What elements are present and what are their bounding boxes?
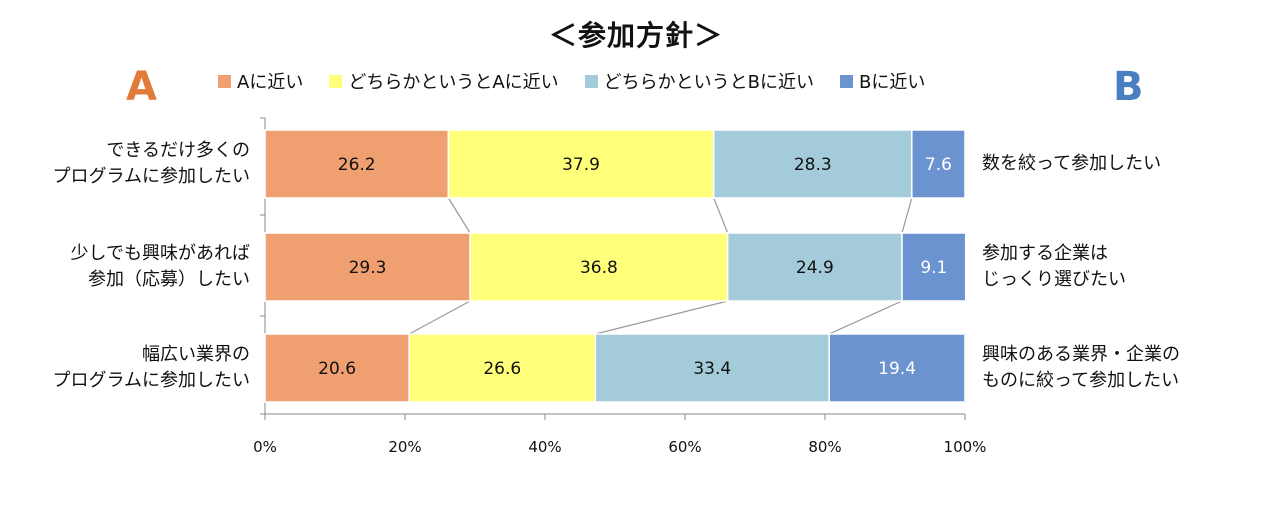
legend-swatch [840, 74, 853, 88]
legend-item: どちらかというとBに近い [584, 68, 814, 94]
data-label: 20.6 [318, 359, 356, 379]
row-label-line: ものに絞って参加したい [982, 370, 1180, 391]
connector-line [447, 197, 471, 234]
legend-label: どちらかというとAに近い [348, 72, 559, 93]
x-tick-label: 20% [388, 438, 421, 456]
data-label: 24.9 [796, 258, 834, 278]
row-label-left: できるだけ多くのプログラムに参加したい [0, 138, 250, 190]
bar-segment [901, 232, 967, 302]
row-label-line: じっくり選びたい [982, 269, 1126, 290]
x-tick-label: 80% [808, 438, 841, 456]
bar-segment [264, 333, 410, 403]
data-label: 28.3 [794, 155, 832, 175]
legend-swatch [329, 74, 343, 88]
data-label: 7.6 [925, 155, 952, 175]
x-tick-label: 60% [668, 438, 701, 456]
data-label: 33.4 [693, 359, 731, 379]
row-label-right: 興味のある業界・企業の ものに絞って参加したい [982, 342, 1252, 394]
legend: Aに近い どちらかというとAに近い どちらかというとBに近い Bに近い [218, 68, 951, 94]
connector-line [828, 300, 903, 335]
legend-label: Bに近い [859, 72, 926, 93]
side-a-label: A [126, 64, 157, 110]
bar-segment [408, 333, 597, 403]
row-label-line: 参加（応募）したい [88, 269, 250, 290]
connector-line [713, 197, 729, 234]
data-label: 26.6 [483, 359, 521, 379]
data-label: 9.1 [920, 258, 947, 278]
row-label-left: 少しでも興味があれば参加（応募）したい [0, 241, 250, 293]
connector-line [408, 300, 471, 335]
chart-title: ＜参加方針＞ [548, 19, 723, 52]
connector-line [901, 197, 913, 234]
row-label-line: 参加する企業は [982, 243, 1108, 264]
data-label: 29.3 [349, 258, 387, 278]
legend-swatch [218, 74, 231, 88]
row-label-right: 参加する企業は じっくり選びたい [982, 241, 1252, 293]
bar-segment [594, 333, 830, 403]
legend-label: どちらかというとBに近い [603, 72, 814, 93]
legend-label: Aに近い [237, 72, 304, 93]
data-label: 36.8 [580, 258, 618, 278]
row-label-line: 少しでも興味があれば [70, 243, 250, 264]
bar-segment [828, 333, 966, 403]
bar-segment [726, 232, 903, 302]
data-label: 37.9 [562, 155, 600, 175]
row-label-line: できるだけ多くの [106, 140, 250, 161]
legend-item: Aに近い [218, 68, 303, 94]
data-label: 19.4 [878, 359, 916, 379]
legend-item: どちらかというとAに近い [329, 68, 559, 94]
row-label-line: 幅広い業界の [142, 344, 250, 365]
row-label-line: 興味のある業界・企業の [982, 344, 1180, 365]
legend-swatch [584, 74, 598, 88]
bar-segment [264, 232, 471, 302]
x-tick-label: 0% [253, 438, 277, 456]
legend-item: Bに近い [840, 68, 925, 94]
bar-segment [469, 232, 729, 302]
row-label-line: プログラムに参加したい [52, 166, 250, 187]
data-label: 26.2 [338, 155, 376, 175]
connector-line [595, 300, 728, 335]
x-tick-label: 100% [944, 438, 987, 456]
bar-segment [911, 129, 966, 199]
row-label-line: プログラムに参加したい [52, 370, 250, 391]
bar-segment [447, 129, 715, 199]
x-tick-label: 40% [528, 438, 561, 456]
row-label-line: 数を絞って参加したい [982, 153, 1162, 174]
row-label-right: 数を絞って参加したい [982, 151, 1252, 177]
side-b-label: B [1113, 64, 1144, 110]
row-label-left: 幅広い業界のプログラムに参加したい [0, 342, 250, 394]
